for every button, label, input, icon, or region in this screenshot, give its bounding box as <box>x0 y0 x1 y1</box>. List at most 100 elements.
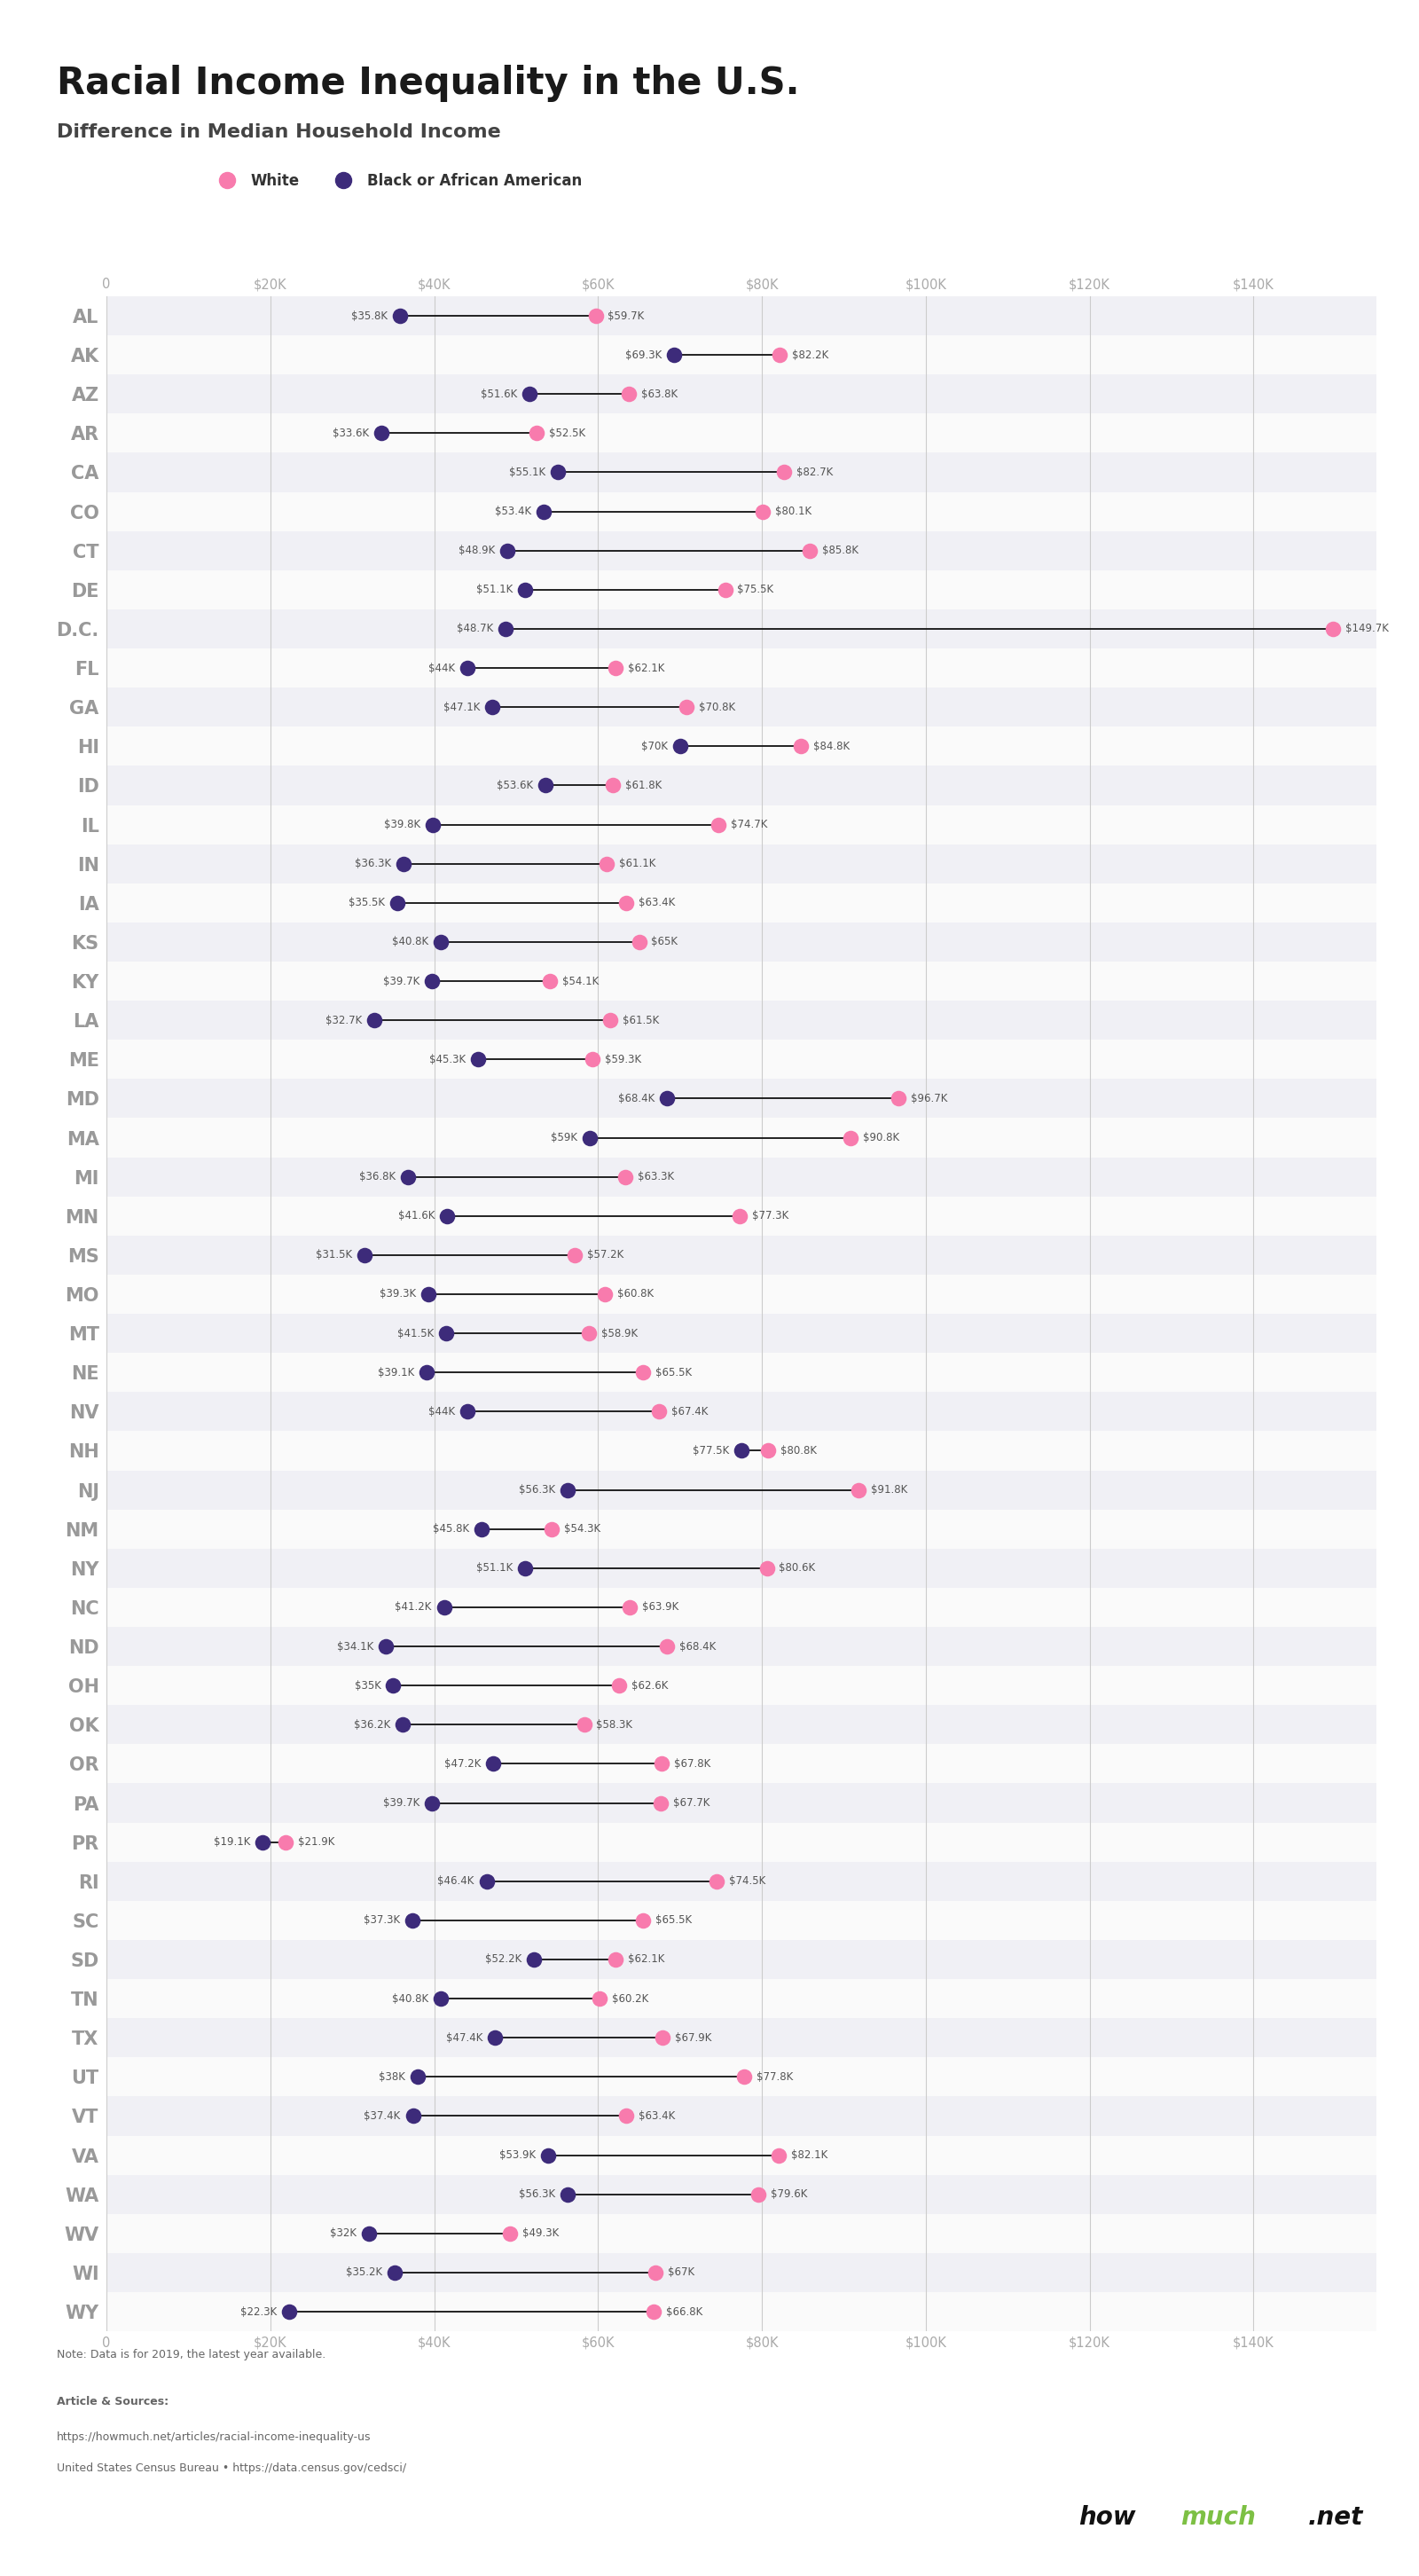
Text: $67K: $67K <box>668 2267 694 2277</box>
Text: $47.2K: $47.2K <box>444 1757 481 1770</box>
Point <box>596 842 619 884</box>
Text: $70K: $70K <box>641 739 668 752</box>
Point <box>370 412 393 453</box>
Point <box>729 1430 752 1471</box>
Point <box>627 922 650 963</box>
Text: $80.1K: $80.1K <box>775 505 812 518</box>
Text: $62.6K: $62.6K <box>631 1680 668 1692</box>
Point <box>790 726 813 768</box>
Bar <box>106 2017 1376 2058</box>
Text: $77.8K: $77.8K <box>756 2071 793 2081</box>
Point <box>421 804 444 845</box>
Point <box>392 1705 414 1747</box>
Text: $21.9K: $21.9K <box>298 1837 335 1847</box>
Text: $80.6K: $80.6K <box>779 1564 816 1574</box>
Text: $63.4K: $63.4K <box>639 2110 675 2123</box>
Text: $39.8K: $39.8K <box>383 819 420 829</box>
Point <box>631 1352 654 1394</box>
Point <box>732 2056 755 2097</box>
Bar <box>106 1862 1376 1901</box>
Point <box>887 1077 910 1118</box>
Point <box>650 1783 673 1824</box>
Text: $38K: $38K <box>379 2071 406 2081</box>
Text: Difference in Median Household Income: Difference in Median Household Income <box>57 124 501 142</box>
Point <box>607 1664 630 1705</box>
Bar <box>106 374 1376 415</box>
Text: $44K: $44K <box>429 662 454 675</box>
Point <box>1321 608 1344 649</box>
Point <box>752 492 775 533</box>
Bar <box>106 2097 1376 2136</box>
Point <box>436 1195 458 1236</box>
Bar <box>106 1940 1376 1978</box>
Text: $35.8K: $35.8K <box>350 309 387 322</box>
Text: $58.9K: $58.9K <box>602 1327 637 1340</box>
Text: $74.7K: $74.7K <box>731 819 768 829</box>
Point <box>455 647 478 688</box>
Text: $80.8K: $80.8K <box>780 1445 817 1455</box>
Text: $48.7K: $48.7K <box>457 623 494 634</box>
Text: $91.8K: $91.8K <box>871 1484 908 1497</box>
Text: $53.6K: $53.6K <box>497 781 534 791</box>
Bar <box>106 2293 1376 2331</box>
Text: $22.3K: $22.3K <box>240 2306 277 2318</box>
Text: $47.1K: $47.1K <box>443 701 480 714</box>
Point <box>484 2017 507 2058</box>
Point <box>617 374 640 415</box>
Point <box>619 1587 641 1628</box>
Point <box>599 999 622 1041</box>
Text: $63.8K: $63.8K <box>641 389 678 399</box>
Point <box>707 804 729 845</box>
Point <box>593 1273 616 1314</box>
Bar <box>106 611 1376 649</box>
Point <box>363 999 386 1041</box>
Point <box>651 2017 674 2058</box>
Point <box>728 1195 751 1236</box>
Bar <box>106 1195 1376 1236</box>
Point <box>556 1468 579 1510</box>
Text: $58.3K: $58.3K <box>596 1718 633 1731</box>
Bar <box>106 492 1376 531</box>
Text: $59.3K: $59.3K <box>604 1054 641 1064</box>
Text: $39.7K: $39.7K <box>383 1798 420 1808</box>
Text: $46.4K: $46.4K <box>437 1875 474 1888</box>
Point <box>534 765 556 806</box>
Point <box>668 726 691 768</box>
Text: $54.1K: $54.1K <box>562 976 599 987</box>
Text: $40.8K: $40.8K <box>392 1994 429 2004</box>
Text: $37.4K: $37.4K <box>365 2110 400 2123</box>
Text: $36.8K: $36.8K <box>359 1172 396 1182</box>
Text: $69.3K: $69.3K <box>626 350 661 361</box>
Text: $47.4K: $47.4K <box>446 2032 482 2043</box>
Text: $51.1K: $51.1K <box>477 585 512 595</box>
Bar <box>106 1352 1376 1391</box>
Point <box>604 647 627 688</box>
Point <box>470 1510 492 1551</box>
Point <box>614 881 637 922</box>
Text: $62.1K: $62.1K <box>627 1953 664 1965</box>
Bar <box>106 806 1376 845</box>
Text: $49.3K: $49.3K <box>522 2228 559 2239</box>
Text: $96.7K: $96.7K <box>911 1092 948 1105</box>
Point <box>514 1548 536 1589</box>
Text: $41.6K: $41.6K <box>399 1211 436 1221</box>
Point <box>573 1705 596 1747</box>
Point <box>614 2094 637 2136</box>
Point <box>406 2056 429 2097</box>
Text: $44K: $44K <box>429 1406 454 1417</box>
Text: $60.8K: $60.8K <box>617 1288 653 1301</box>
Text: $56.3K: $56.3K <box>519 1484 555 1497</box>
Point <box>538 961 561 1002</box>
Point <box>430 922 453 963</box>
Bar <box>106 884 1376 922</box>
Text: $45.3K: $45.3K <box>429 1054 465 1064</box>
Point <box>353 1234 376 1275</box>
Bar <box>106 2254 1376 2293</box>
Text: $75.5K: $75.5K <box>738 585 773 595</box>
Text: $65K: $65K <box>651 935 678 948</box>
Bar <box>106 1432 1376 1471</box>
Point <box>358 2213 380 2254</box>
Bar <box>106 1978 1376 2017</box>
Text: $70.8K: $70.8K <box>698 701 735 714</box>
Text: $41.2K: $41.2K <box>394 1602 431 1613</box>
